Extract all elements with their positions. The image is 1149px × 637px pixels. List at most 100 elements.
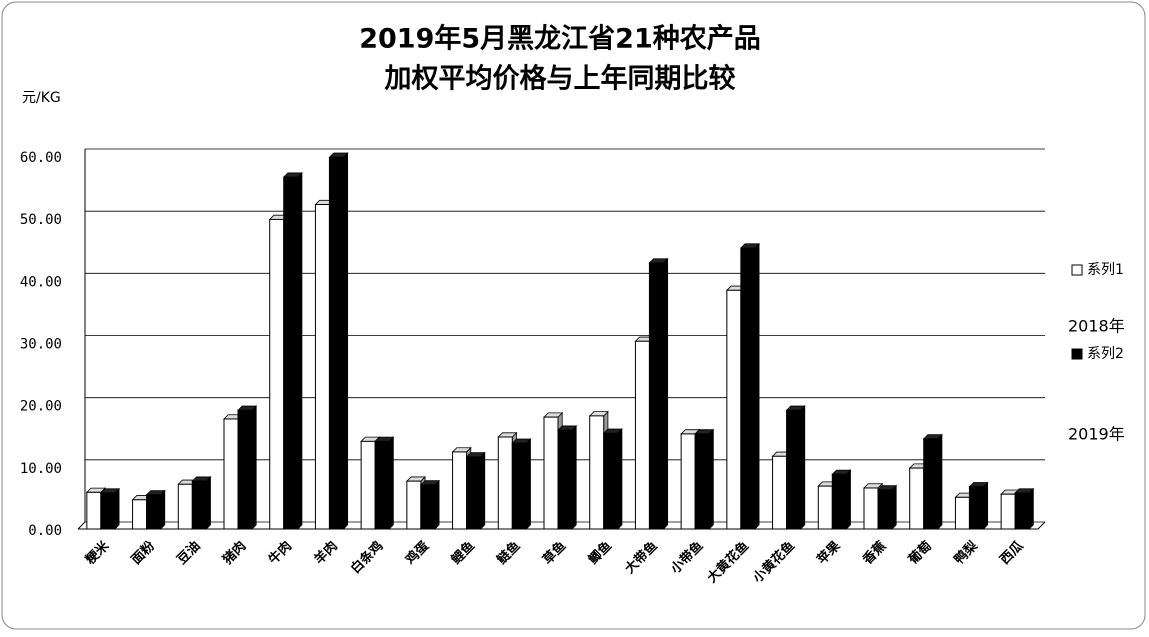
bar-side bbox=[205, 475, 211, 530]
bar bbox=[223, 418, 239, 530]
bar bbox=[1014, 492, 1030, 530]
y-tick-label: 0.00 bbox=[28, 523, 62, 539]
bar-side bbox=[388, 436, 394, 530]
bar-group bbox=[99, 487, 121, 530]
bar bbox=[603, 432, 619, 530]
bar-group bbox=[739, 242, 761, 530]
bar-side bbox=[617, 428, 623, 530]
bar-side bbox=[480, 451, 486, 530]
bar bbox=[1000, 493, 1016, 530]
bar bbox=[648, 262, 664, 530]
bar bbox=[132, 499, 148, 530]
bar bbox=[269, 218, 285, 530]
bar bbox=[634, 340, 650, 530]
bar bbox=[497, 436, 513, 530]
bar-group bbox=[328, 152, 349, 530]
bar-group bbox=[237, 405, 258, 530]
bar bbox=[786, 409, 802, 530]
bar-side bbox=[1028, 487, 1034, 530]
bar-group bbox=[602, 428, 623, 530]
axis-line bbox=[1037, 521, 1046, 530]
bar bbox=[420, 484, 436, 530]
bar-side bbox=[663, 257, 669, 530]
bar bbox=[680, 433, 696, 530]
bar-side bbox=[297, 171, 303, 530]
bar-group bbox=[648, 257, 669, 530]
bar bbox=[726, 289, 742, 530]
bar-side bbox=[708, 428, 714, 530]
y-tick-label: 50.00 bbox=[20, 212, 62, 228]
bar bbox=[100, 492, 116, 530]
bar-group bbox=[282, 171, 303, 530]
chart-title: 2019年5月黑龙江省21种农产品 bbox=[359, 23, 761, 55]
y-tick-label: 10.00 bbox=[20, 461, 62, 477]
bar-side bbox=[160, 489, 166, 530]
axis-line bbox=[77, 521, 86, 530]
bar bbox=[283, 176, 299, 530]
bar-side bbox=[251, 405, 257, 530]
legend-label: 系列1 bbox=[1087, 262, 1124, 278]
bar bbox=[543, 416, 559, 530]
bar-side bbox=[343, 152, 349, 530]
y-tick-label: 20.00 bbox=[20, 399, 62, 415]
bar-group bbox=[145, 489, 166, 530]
bar bbox=[877, 489, 893, 530]
legend-swatch bbox=[1071, 264, 1083, 276]
bar bbox=[772, 455, 788, 530]
y-tick-label: 30.00 bbox=[20, 337, 62, 353]
bar-side bbox=[571, 424, 577, 530]
bar bbox=[589, 415, 605, 530]
bar bbox=[452, 451, 468, 530]
bar-side bbox=[937, 433, 943, 530]
bar bbox=[328, 156, 344, 530]
legend-label: 系列2 bbox=[1087, 346, 1124, 362]
bar bbox=[831, 473, 847, 530]
bar bbox=[237, 409, 253, 530]
bar-group bbox=[557, 424, 578, 530]
annotation: 2019年 bbox=[1068, 425, 1125, 444]
bar bbox=[863, 487, 879, 530]
bar bbox=[360, 440, 376, 530]
bar-side bbox=[114, 487, 120, 530]
bar bbox=[191, 480, 207, 530]
bar-side bbox=[800, 405, 806, 530]
bar bbox=[177, 483, 193, 530]
bar bbox=[817, 485, 833, 530]
bar bbox=[466, 456, 482, 530]
bar-side bbox=[754, 242, 760, 530]
bar-group bbox=[831, 469, 852, 530]
legend-swatch bbox=[1071, 348, 1083, 360]
bar-group bbox=[968, 481, 989, 530]
bar bbox=[740, 247, 756, 530]
bar bbox=[557, 429, 573, 530]
bar-side bbox=[891, 484, 897, 530]
bar-side bbox=[525, 438, 531, 530]
bar-group bbox=[511, 438, 532, 530]
bar bbox=[86, 491, 102, 530]
bar-group bbox=[419, 479, 441, 530]
bar bbox=[314, 203, 330, 530]
bar-group bbox=[922, 433, 943, 530]
bar bbox=[511, 442, 527, 530]
y-axis-label: 元/KG bbox=[22, 90, 61, 106]
bar-side bbox=[845, 469, 851, 530]
y-tick-label: 40.00 bbox=[20, 274, 62, 290]
bar bbox=[374, 440, 390, 530]
bar-group bbox=[191, 475, 212, 530]
bar bbox=[694, 433, 710, 530]
bar-group bbox=[1014, 487, 1035, 530]
annotation: 2018年 bbox=[1068, 317, 1125, 336]
chart-subtitle: 加权平均价格与上年同期比较 bbox=[385, 63, 736, 95]
bar-side bbox=[434, 479, 440, 530]
bar bbox=[406, 480, 422, 530]
bar-group bbox=[877, 484, 898, 530]
bar-side bbox=[983, 481, 989, 530]
bar bbox=[923, 438, 939, 530]
bar bbox=[146, 494, 162, 530]
bar bbox=[954, 496, 970, 530]
bar bbox=[909, 467, 925, 530]
y-tick-label: 60.00 bbox=[20, 150, 62, 166]
bar-group bbox=[785, 405, 806, 530]
